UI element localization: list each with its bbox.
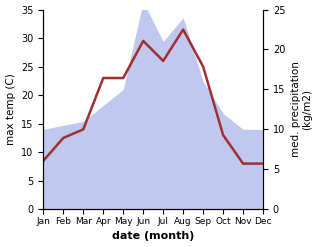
- Y-axis label: med. precipitation
(kg/m2): med. precipitation (kg/m2): [291, 62, 313, 157]
- X-axis label: date (month): date (month): [112, 231, 194, 242]
- Y-axis label: max temp (C): max temp (C): [5, 74, 16, 145]
